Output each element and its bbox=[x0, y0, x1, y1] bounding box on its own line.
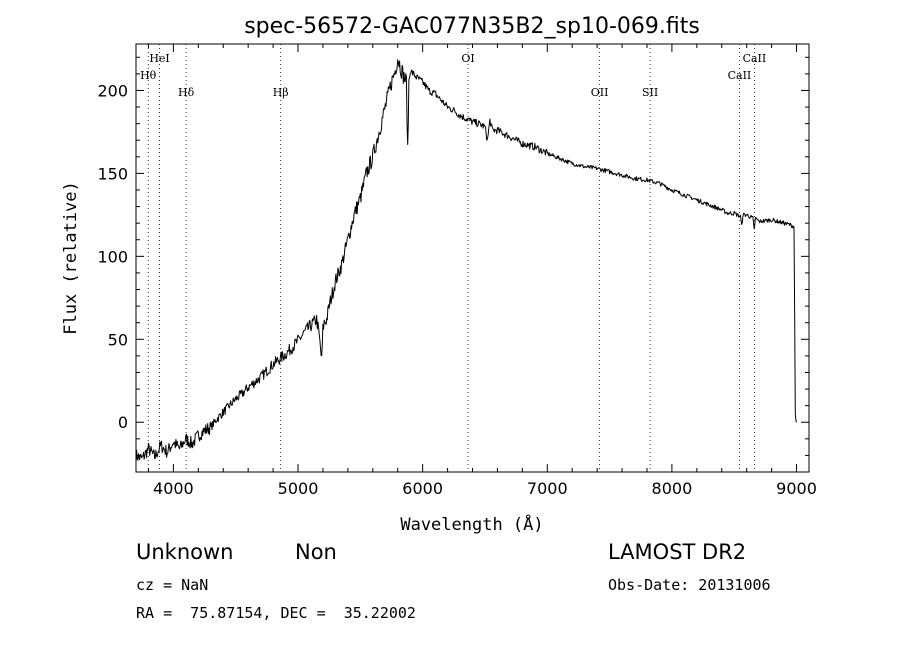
x-tick-label-4: 8000 bbox=[652, 479, 693, 498]
spectral-subclass: Non bbox=[295, 540, 337, 564]
line-marker-label-4: OI bbox=[461, 52, 474, 65]
x-tick-label-2: 6000 bbox=[402, 479, 443, 498]
x-tick-label-1: 5000 bbox=[278, 479, 319, 498]
y-axis-label: Flux (relative) bbox=[61, 181, 81, 335]
y-tick-label-1: 50 bbox=[108, 330, 128, 349]
series-0-line bbox=[135, 59, 797, 463]
x-tick-label-5: 9000 bbox=[776, 479, 817, 498]
line-marker-label-2: Hδ bbox=[178, 86, 195, 99]
plot-frame bbox=[135, 43, 810, 473]
spectral-class: Unknown bbox=[136, 540, 234, 564]
line-marker-label-6: SII bbox=[642, 86, 658, 99]
y-tick-label-2: 100 bbox=[97, 247, 128, 266]
line-marker-label-5: OII bbox=[591, 86, 609, 99]
series-layer bbox=[135, 59, 797, 463]
redshift-cz: cz = NaN bbox=[136, 576, 209, 594]
line-marker-label-0: Hθ bbox=[140, 69, 157, 82]
survey-name: LAMOST DR2 bbox=[608, 540, 747, 564]
x-axis-label: Wavelength (Å) bbox=[400, 513, 543, 535]
chart-title: spec-56572-GAC077N35B2_sp10-069.fits bbox=[244, 14, 700, 39]
x-tick-label-0: 4000 bbox=[153, 479, 194, 498]
line-marker-label-1: HeI bbox=[149, 52, 169, 65]
y-tick-label-4: 200 bbox=[97, 81, 128, 100]
line-marker-label-8: CaII bbox=[743, 52, 767, 65]
line-marker-label-3: Hβ bbox=[273, 86, 289, 99]
y-tick-label-0: 0 bbox=[118, 413, 128, 432]
line-markers: Hθ HeI Hδ Hβ OI OII SII CaII CaII bbox=[140, 44, 766, 472]
axis-ticks: 4000 5000 6000 7000 8000 9000 0 50 100 150 200 bbox=[97, 44, 817, 498]
x-tick-label-3: 7000 bbox=[527, 479, 568, 498]
line-marker-label-7: CaII bbox=[728, 69, 752, 82]
coordinates: RA = 75.87154, DEC = 35.22002 bbox=[136, 604, 416, 622]
observation-date: Obs-Date: 20131006 bbox=[608, 576, 771, 594]
y-tick-label-3: 150 bbox=[97, 164, 128, 183]
